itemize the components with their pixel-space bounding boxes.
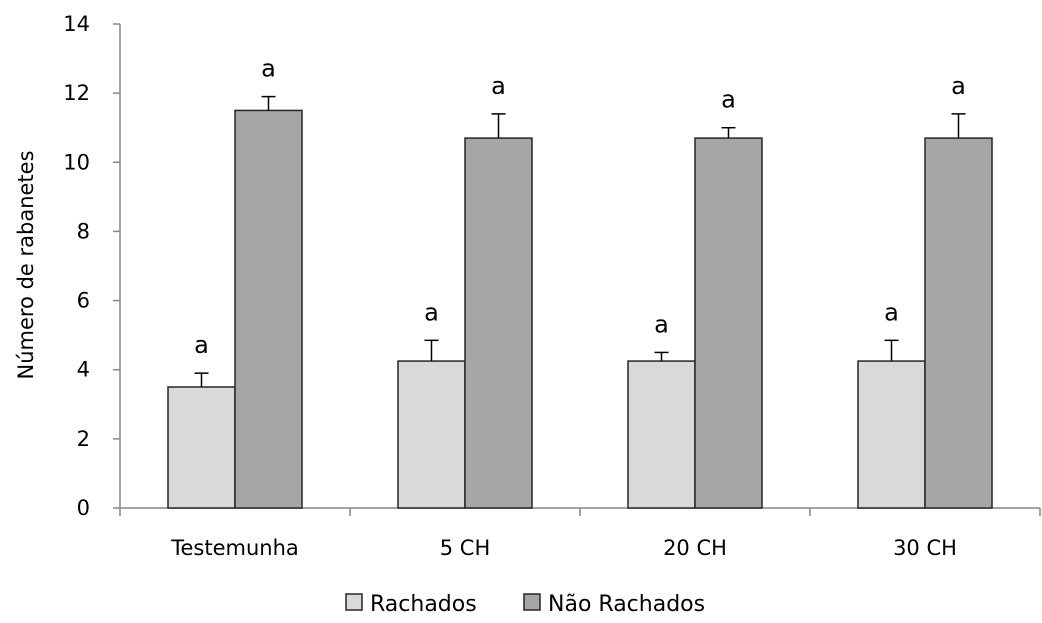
x-axis: Testemunha 5 CH 20 CH 30 CH — [119, 507, 1041, 560]
x-category-label: 20 CH — [663, 536, 727, 560]
bar-rachados — [397, 360, 466, 509]
bar-rachados — [857, 360, 926, 509]
legend-swatch — [523, 593, 541, 611]
significance-letter: a — [951, 72, 966, 100]
bar-nao-rachados — [694, 137, 763, 509]
y-tick-label: 10 — [63, 150, 90, 174]
y-tick-label: 6 — [77, 289, 90, 313]
bar-rachados — [167, 386, 236, 509]
bar-nao-rachados — [924, 137, 993, 509]
legend-label: Não Rachados — [548, 592, 705, 617]
significance-letter: a — [721, 86, 736, 114]
significance-letter: a — [654, 310, 669, 338]
bars — [167, 109, 993, 509]
y-tick-label: 12 — [63, 81, 90, 105]
x-category-label: 5 CH — [440, 536, 491, 560]
significance-letter: a — [491, 72, 506, 100]
bar-nao-rachados — [234, 109, 303, 509]
y-tick-label: 4 — [77, 358, 90, 382]
significance-letter: a — [884, 298, 899, 326]
x-category-label: 30 CH — [893, 536, 957, 560]
legend-label: Rachados — [370, 592, 477, 617]
y-axis: 0 2 4 6 8 10 12 14 — [63, 12, 121, 520]
significance-labels: a a a a a a a a — [194, 55, 966, 360]
legend: Rachados Não Rachados — [345, 592, 705, 617]
bar-rachados — [627, 360, 696, 509]
y-tick-label: 14 — [63, 12, 90, 36]
y-axis-title: Número de rabanetes — [14, 150, 38, 379]
bar-nao-rachados — [464, 137, 533, 509]
legend-swatch — [345, 593, 363, 611]
significance-letter: a — [194, 331, 209, 359]
y-tick-label: 8 — [77, 219, 90, 243]
x-category-label: Testemunha — [170, 536, 299, 560]
significance-letter: a — [424, 298, 439, 326]
significance-letter: a — [261, 55, 276, 83]
error-bars — [194, 95, 966, 387]
y-tick-label: 2 — [77, 427, 90, 451]
y-tick-label: 0 — [77, 496, 90, 520]
